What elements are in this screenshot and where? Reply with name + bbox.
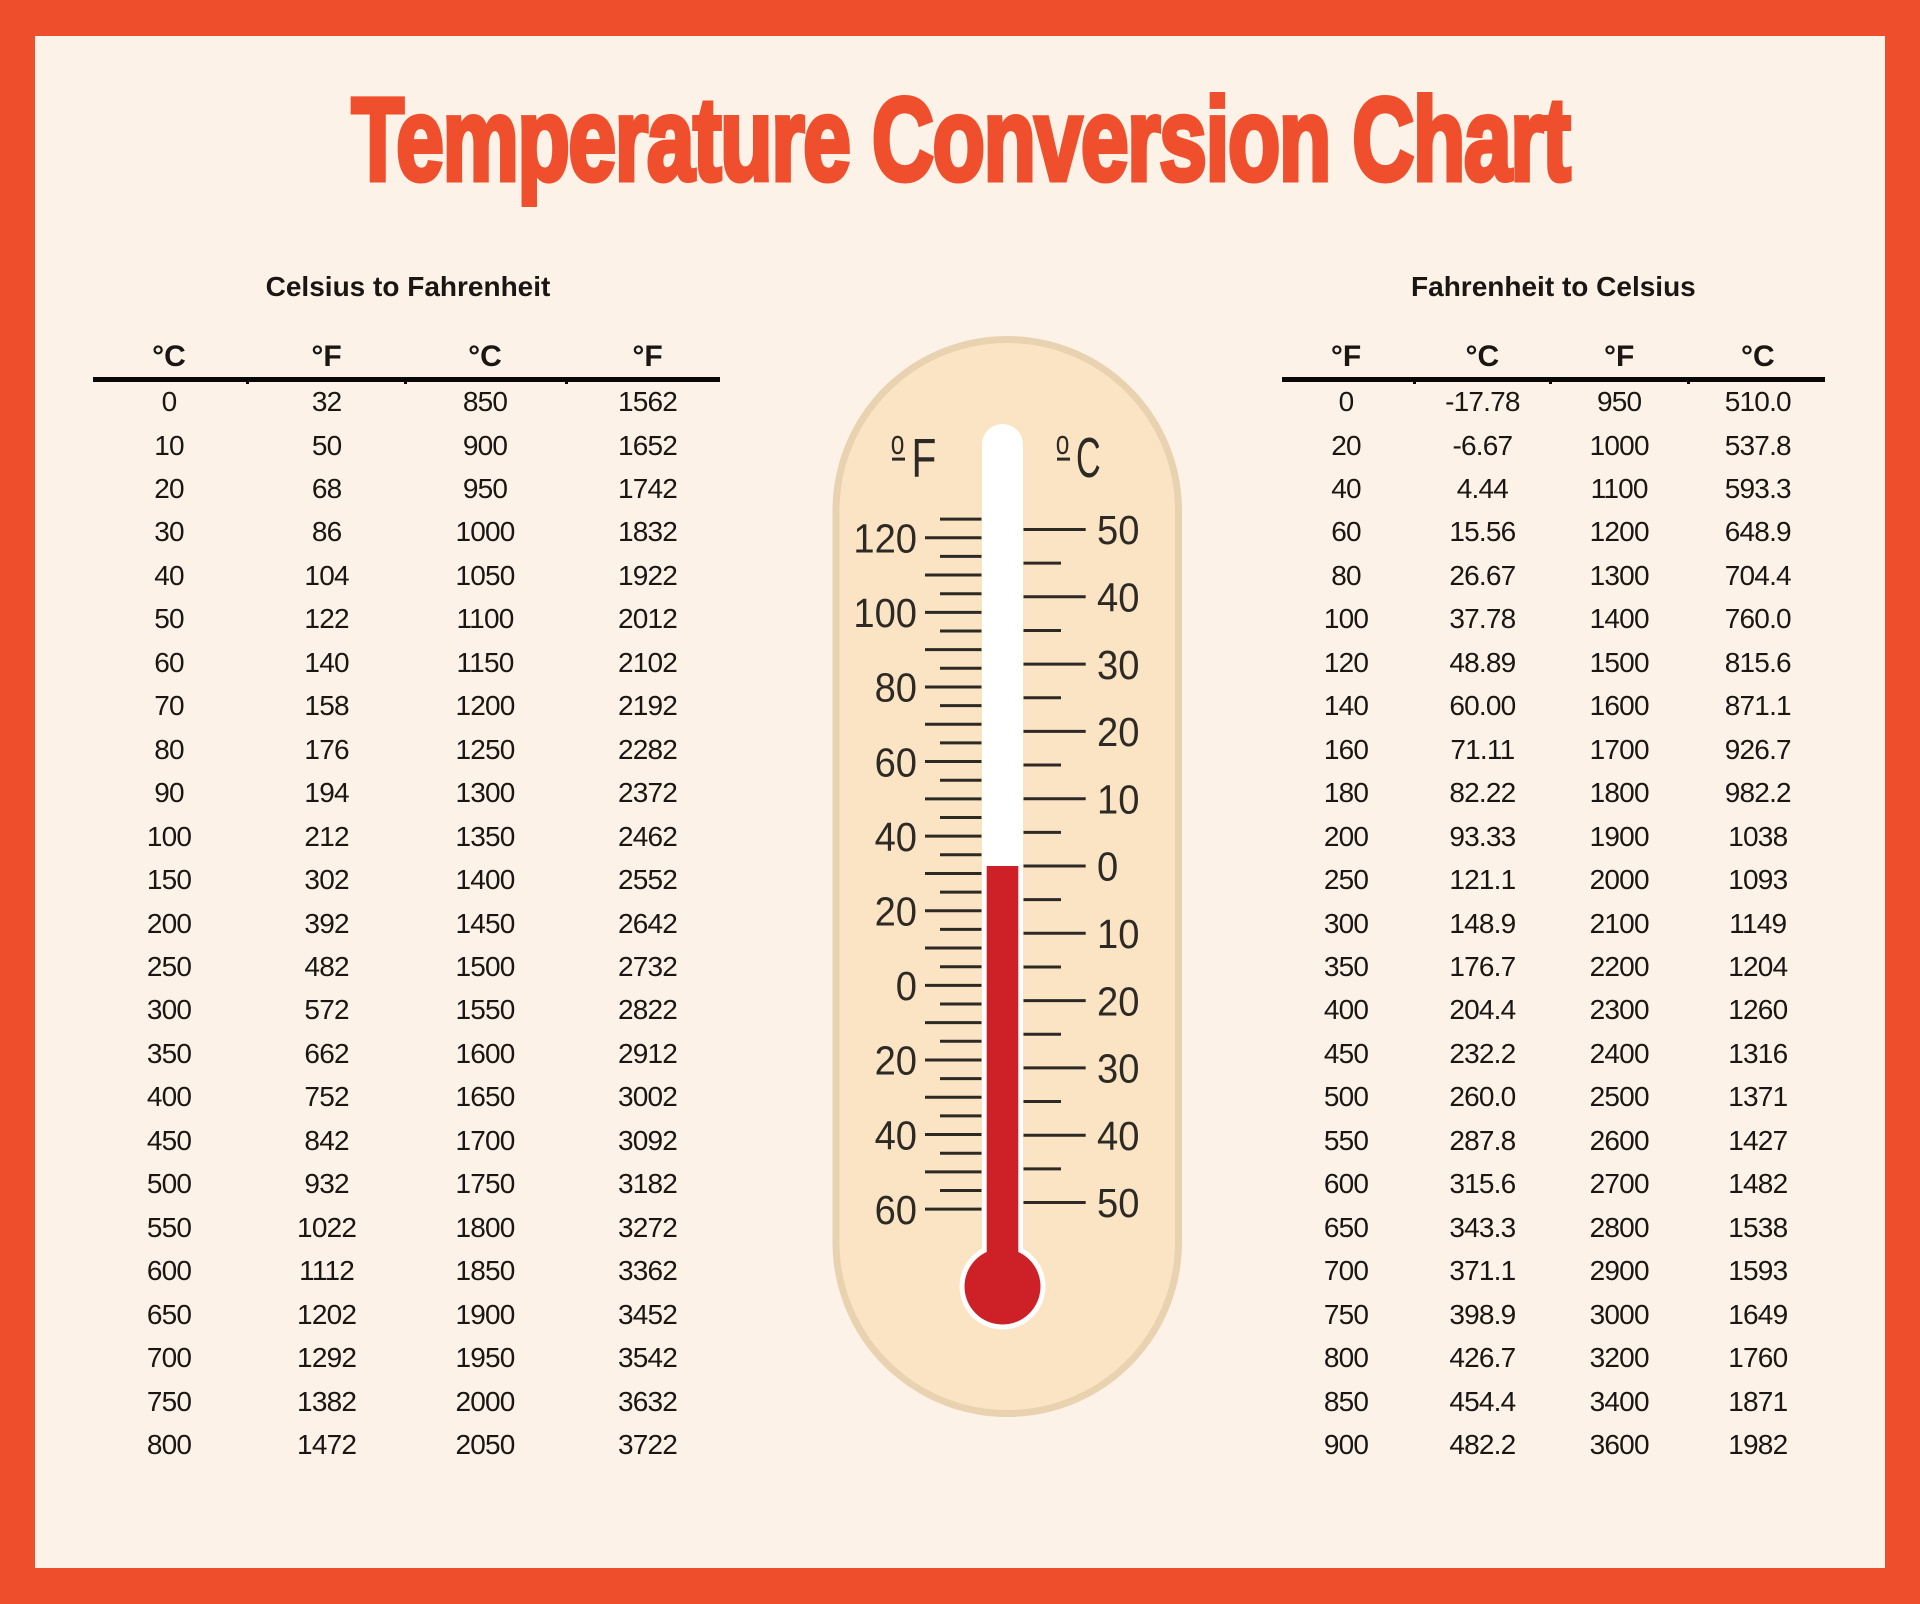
svg-text:10: 10 xyxy=(1097,912,1139,958)
svg-text:20: 20 xyxy=(875,1038,917,1084)
svg-text:50: 50 xyxy=(1097,1181,1139,1227)
svg-text:40: 40 xyxy=(1097,575,1139,621)
svg-text:o: o xyxy=(891,424,905,462)
svg-text:0: 0 xyxy=(1097,844,1118,890)
svg-text:30: 30 xyxy=(1097,643,1139,689)
svg-text:40: 40 xyxy=(1097,1114,1139,1160)
svg-text:80: 80 xyxy=(875,665,917,711)
svg-text:20: 20 xyxy=(1097,710,1139,756)
svg-text:C: C xyxy=(1076,425,1101,489)
svg-text:60: 60 xyxy=(875,1188,917,1234)
svg-text:50: 50 xyxy=(1097,508,1139,554)
svg-text:40: 40 xyxy=(875,815,917,861)
svg-text:F: F xyxy=(912,428,937,489)
svg-text:30: 30 xyxy=(1097,1046,1139,1092)
svg-text:60: 60 xyxy=(875,740,917,786)
svg-text:o: o xyxy=(1056,424,1070,462)
svg-text:20: 20 xyxy=(875,889,917,935)
svg-text:20: 20 xyxy=(1097,979,1139,1025)
svg-text:10: 10 xyxy=(1097,777,1139,823)
svg-text:120: 120 xyxy=(853,516,917,562)
svg-text:40: 40 xyxy=(875,1113,917,1159)
svg-text:100: 100 xyxy=(853,591,917,637)
svg-text:0: 0 xyxy=(896,964,917,1010)
